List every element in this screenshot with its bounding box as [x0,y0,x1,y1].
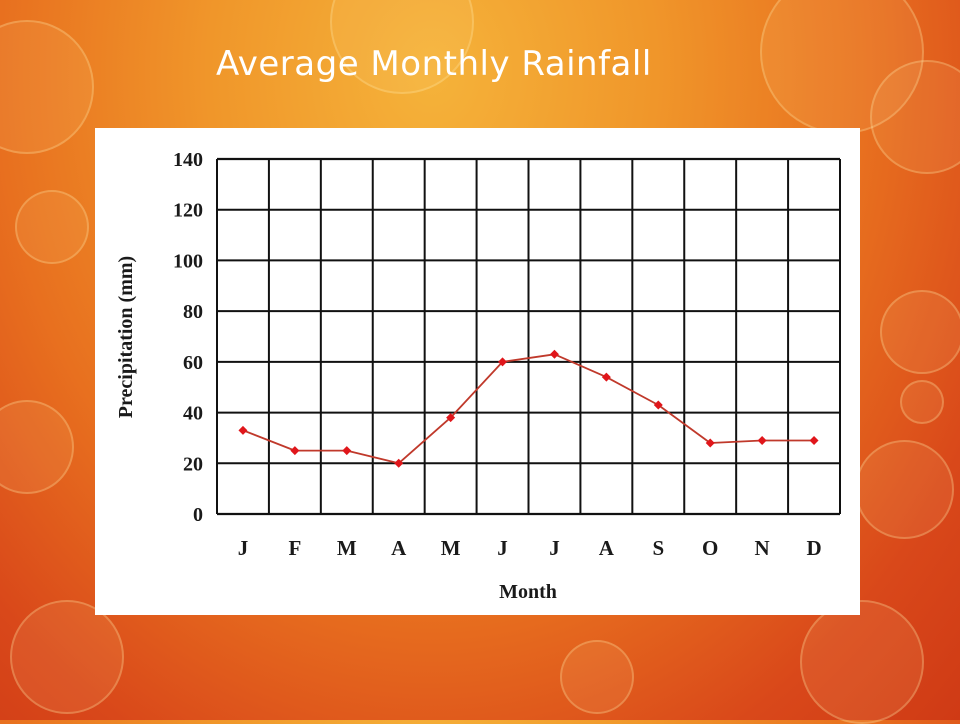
x-axis-label: Month [499,581,557,603]
data-point [601,372,611,382]
decor-bubble [880,290,960,374]
decor-bubble [15,190,89,264]
y-tick-label: 120 [173,200,203,222]
x-tick-label: N [755,536,770,560]
chart-grid [216,157,841,516]
data-point [290,446,300,456]
y-tick-label: 140 [173,149,203,171]
y-tick-label: 0 [193,504,203,526]
data-point [238,425,248,435]
chart-panel: 0 20 40 60 80 100 120 140 J F M A M J J A S O N D Month Pr… [95,128,860,615]
x-tick-label: S [652,536,664,560]
x-tick-label: A [599,536,615,560]
data-point [394,458,404,468]
data-point [549,349,559,359]
data-point [446,413,456,423]
x-tick-label: F [288,536,301,560]
decor-bubble [900,380,944,424]
data-point [757,435,767,445]
y-tick-label: 20 [183,453,203,475]
y-tick-label: 60 [183,352,203,374]
slide-title: Average Monthly Rainfall [216,44,652,84]
data-point [498,357,508,367]
decor-bubble [0,400,74,494]
x-tick-label: A [391,536,407,560]
y-tick-label: 80 [183,301,203,323]
decor-bubble [10,600,124,714]
data-point [342,446,352,456]
precipitation-line-chart: 0 20 40 60 80 100 120 140 J F M A M J J A S O N D Month Pr… [115,149,841,603]
decor-bubble [560,640,634,714]
x-tick-label: M [337,536,357,560]
series-line [242,353,814,465]
y-tick-label: 40 [183,403,203,425]
decor-bubble [855,440,954,539]
data-point [653,400,663,410]
decor-bubble [0,20,94,154]
x-tick-label: J [238,536,249,560]
data-point [809,435,819,445]
x-tick-label: M [441,536,461,560]
x-tick-label: D [806,536,821,560]
x-tick-label: O [702,536,718,560]
data-point [705,438,715,448]
decor-bubble [800,600,924,724]
x-tick-label: J [497,536,508,560]
y-axis-label: Precipitation (mm) [115,256,137,418]
series-precipitation [238,349,819,468]
y-tick-label: 100 [173,250,203,272]
y-axis-ticks: 0 20 40 60 80 100 120 140 [173,149,203,526]
x-tick-label: J [549,536,560,560]
